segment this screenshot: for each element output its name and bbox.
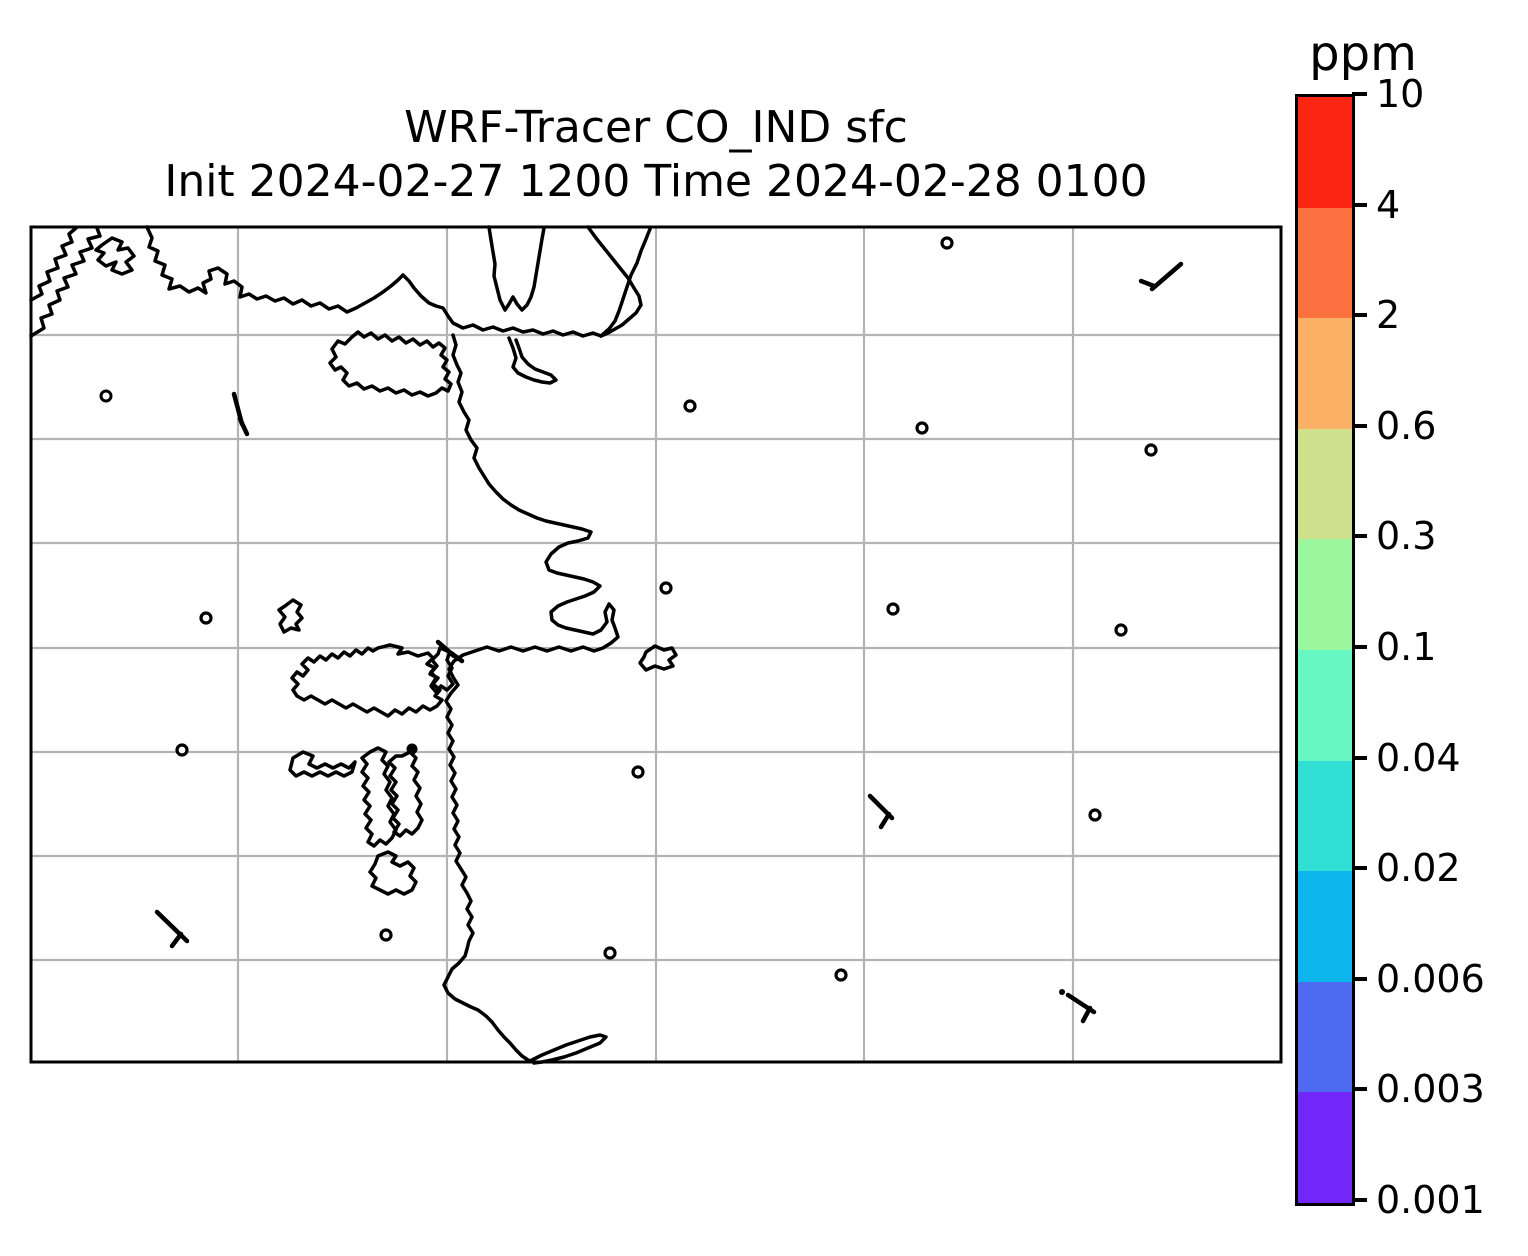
colorbar-tick-mark	[1352, 756, 1367, 760]
colorbar-tick-label: 0.02	[1376, 846, 1461, 890]
coastline	[389, 752, 422, 836]
islet-dot	[407, 744, 418, 755]
calm-wind-circle	[942, 238, 952, 248]
colorbar	[1295, 94, 1355, 1206]
wind-barb-tick	[1141, 281, 1154, 286]
colorbar-tick-mark	[1352, 1087, 1367, 1091]
colorbar-tick-label: 4	[1376, 183, 1400, 227]
coastline	[279, 600, 302, 632]
coastline	[444, 335, 618, 1062]
colorbar-tick-mark	[1352, 1198, 1367, 1202]
colorbar-tick-label: 0.3	[1376, 514, 1436, 558]
colorbar-tick-label: 2	[1376, 293, 1400, 337]
coastline	[489, 227, 544, 310]
colorbar-segment	[1298, 871, 1352, 982]
colorbar-tick-label: 0.1	[1376, 625, 1436, 669]
coastline	[530, 1035, 606, 1063]
colorbar-segment	[1298, 761, 1352, 872]
colorbar-tick-label: 0.003	[1376, 1067, 1485, 1111]
calm-wind-circle	[381, 930, 391, 940]
coastline	[290, 752, 355, 776]
wind-barb-dot	[1059, 989, 1065, 995]
colorbar-tick-mark	[1352, 645, 1367, 649]
colorbar-segment	[1298, 1092, 1352, 1203]
colorbar-segment	[1298, 318, 1352, 429]
colorbar-tick-mark	[1352, 313, 1367, 317]
colorbar-tick-mark	[1352, 866, 1367, 870]
coastline	[509, 338, 556, 383]
colorbar-tick-label: 0.006	[1376, 957, 1485, 1001]
coastline	[370, 852, 416, 894]
coastline	[330, 332, 451, 396]
wind-barb-shaft	[1152, 264, 1181, 289]
calm-wind-circle	[917, 423, 927, 433]
colorbar-tick-label: 0.001	[1376, 1178, 1485, 1222]
colorbar-segment	[1298, 650, 1352, 761]
calm-wind-circle	[661, 583, 671, 593]
calm-wind-circle	[1090, 810, 1100, 820]
wind-barb-tick	[881, 814, 889, 827]
calm-wind-circle	[836, 970, 846, 980]
calm-wind-circle	[685, 401, 695, 411]
coastline	[292, 645, 442, 716]
wind-barb-shaft	[157, 912, 187, 941]
coastline	[31, 228, 76, 300]
colorbar-tick-mark	[1352, 534, 1367, 538]
colorbar-tick-mark	[1352, 92, 1367, 96]
coastline	[147, 227, 650, 336]
colorbar-segment	[1298, 429, 1352, 540]
colorbar-tick-label: 0.04	[1376, 736, 1461, 780]
colorbar-tick-label: 10	[1376, 72, 1424, 116]
colorbar-tick-label: 0.6	[1376, 404, 1436, 448]
calm-wind-circle	[888, 604, 898, 614]
coastline	[96, 238, 134, 274]
coastline	[640, 646, 676, 670]
colorbar-segment	[1298, 208, 1352, 319]
colorbar-tick-mark	[1352, 203, 1367, 207]
calm-wind-circle	[605, 948, 615, 958]
calm-wind-circle	[1116, 625, 1126, 635]
calm-wind-circle	[633, 767, 643, 777]
colorbar-tick-mark	[1352, 977, 1367, 981]
colorbar-segment	[1298, 982, 1352, 1093]
colorbar-segment	[1298, 97, 1352, 208]
calm-wind-circle	[177, 745, 187, 755]
wind-barb-tick	[172, 934, 181, 946]
calm-wind-circle	[1146, 445, 1156, 455]
colorbar-segment	[1298, 539, 1352, 650]
wind-barb-tick	[240, 419, 247, 434]
calm-wind-circle	[201, 613, 211, 623]
colorbar-tick-mark	[1352, 424, 1367, 428]
islet-ring	[101, 391, 111, 401]
wind-barb-tick	[1083, 1008, 1090, 1021]
